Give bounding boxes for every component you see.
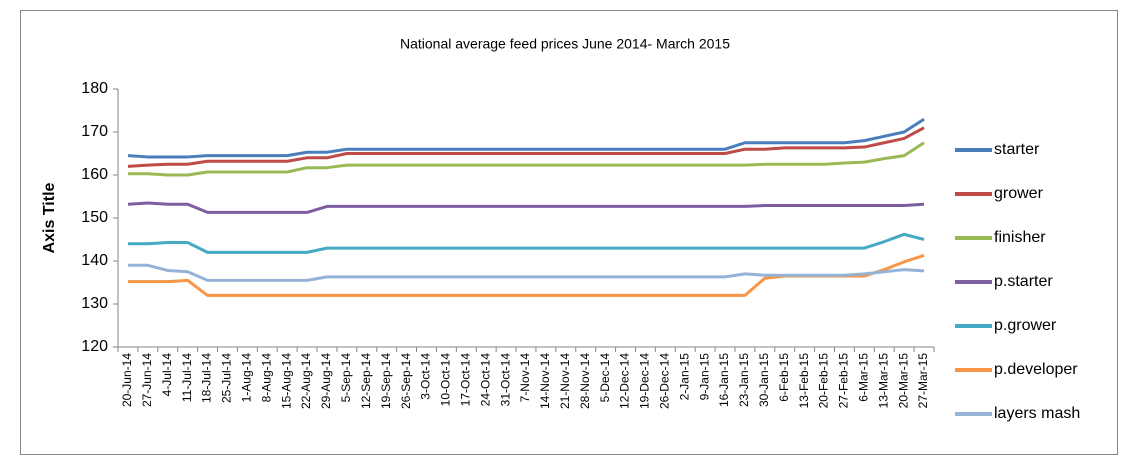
y-tick-label: 160 bbox=[81, 166, 108, 183]
x-tick-label: 20-Jun-14 bbox=[120, 353, 134, 407]
series-line bbox=[127, 141, 925, 177]
x-tick-label: 14-Nov-14 bbox=[538, 353, 552, 409]
legend-label: p.starter bbox=[994, 273, 1053, 290]
x-tick-label: 20-Feb-15 bbox=[817, 353, 831, 409]
series-line bbox=[127, 201, 925, 214]
x-tick-label: 15-Aug-14 bbox=[279, 353, 293, 409]
x-tick-label: 5-Sep-14 bbox=[339, 353, 353, 403]
x-tick-label: 26-Sep-14 bbox=[399, 353, 413, 409]
x-tick-label: 16-Jan-15 bbox=[717, 353, 731, 407]
x-tick-label: 21-Nov-14 bbox=[558, 353, 572, 409]
chart-title: National average feed prices June 2014- … bbox=[400, 36, 730, 52]
y-tick-label: 170 bbox=[81, 123, 108, 140]
x-tick-label: 28-Nov-14 bbox=[578, 353, 592, 409]
x-tick-label: 27-Jun-14 bbox=[140, 353, 154, 407]
x-tick-label: 12-Dec-14 bbox=[618, 353, 632, 409]
y-tick-label: 150 bbox=[81, 209, 108, 226]
x-tick-label: 8-Aug-14 bbox=[259, 353, 273, 403]
x-tick-label: 23-Jan-15 bbox=[737, 353, 751, 407]
x-tick-label: 4-Jul-14 bbox=[160, 353, 174, 397]
legend-label: finisher bbox=[994, 229, 1046, 246]
series-line bbox=[127, 117, 925, 159]
x-tick-label: 2-Jan-15 bbox=[677, 353, 691, 401]
series-line bbox=[127, 126, 925, 168]
chart-border bbox=[20, 10, 1118, 455]
x-tick-label: 1-Aug-14 bbox=[240, 353, 254, 403]
y-tick-label: 130 bbox=[81, 295, 108, 312]
series-line bbox=[127, 232, 925, 254]
x-tick-label: 19-Dec-14 bbox=[638, 353, 652, 409]
x-tick-label: 10-Oct-14 bbox=[439, 353, 453, 407]
x-tick-label: 13-Feb-15 bbox=[797, 353, 811, 409]
x-tick-label: 5-Dec-14 bbox=[598, 353, 612, 403]
x-tick-label: 12-Sep-14 bbox=[359, 353, 373, 409]
y-tick-label: 120 bbox=[81, 338, 108, 355]
x-tick-label: 6-Feb-15 bbox=[777, 353, 791, 402]
legend-label: starter bbox=[994, 141, 1040, 158]
x-tick-label: 22-Aug-14 bbox=[299, 353, 313, 409]
x-tick-label: 11-Jul-14 bbox=[180, 353, 194, 402]
x-tick-label: 18-Jul-14 bbox=[200, 353, 214, 403]
x-tick-label: 25-Jul-14 bbox=[220, 353, 234, 403]
x-tick-label: 27-Mar-15 bbox=[916, 353, 930, 409]
legend-label: grower bbox=[994, 185, 1044, 202]
x-tick-label: 9-Jan-15 bbox=[697, 353, 711, 401]
legend-label: layers mash bbox=[994, 405, 1080, 422]
x-tick-label: 29-Aug-14 bbox=[319, 353, 333, 409]
x-tick-label: 30-Jan-15 bbox=[757, 353, 771, 407]
x-tick-label: 6-Mar-15 bbox=[857, 353, 871, 402]
y-tick-label: 140 bbox=[81, 252, 108, 269]
x-tick-label: 3-Oct-14 bbox=[419, 353, 433, 400]
x-tick-label: 17-Oct-14 bbox=[458, 353, 472, 407]
x-tick-label: 7-Nov-14 bbox=[518, 353, 532, 403]
x-tick-label: 19-Sep-14 bbox=[379, 353, 393, 409]
legend-label: p.grower bbox=[994, 317, 1057, 334]
x-tick-label: 26-Dec-14 bbox=[657, 353, 671, 409]
x-tick-label: 24-Oct-14 bbox=[478, 353, 492, 407]
series-line bbox=[127, 263, 925, 282]
x-tick-label: 13-Mar-15 bbox=[876, 353, 890, 409]
legend-label: p.developer bbox=[994, 361, 1078, 378]
y-axis-title: Axis Title bbox=[41, 182, 58, 253]
x-tick-label: 27-Feb-15 bbox=[837, 353, 851, 409]
x-tick-label: 31-Oct-14 bbox=[498, 353, 512, 407]
x-tick-label: 20-Mar-15 bbox=[896, 353, 910, 409]
y-tick-label: 180 bbox=[81, 80, 108, 97]
